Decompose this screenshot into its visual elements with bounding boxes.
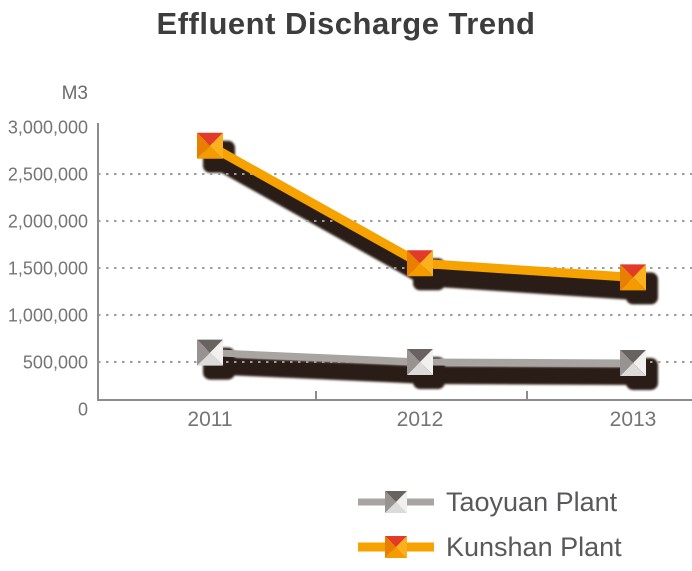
legend-label-kunshan: Kunshan Plant — [446, 531, 622, 562]
marker-facet — [407, 349, 420, 375]
gridlines — [98, 173, 692, 363]
marker-facet — [407, 349, 433, 362]
marker-facet — [197, 352, 223, 366]
data-point-marker — [620, 349, 646, 376]
marker-facet — [197, 339, 210, 366]
legend-item-taoyuan: Taoyuan Plant — [356, 484, 622, 520]
legend-marker-facet — [385, 547, 407, 558]
chart-title: Effluent Discharge Trend — [156, 6, 536, 41]
x-tick-label: 2012 — [397, 408, 444, 431]
marker-facet — [210, 339, 223, 366]
legend-marker-facet — [385, 536, 407, 547]
y-axis-unit-label: M3 — [61, 83, 88, 104]
y-tick-label: 0 — [78, 400, 88, 420]
marker-facet — [197, 145, 223, 159]
marker-facet — [620, 362, 646, 376]
x-axis-tick-labels: 2011 2012 2013 — [187, 408, 656, 431]
y-tick-label: 1,000,000 — [8, 306, 88, 326]
data-point-marker — [197, 339, 223, 366]
x-tick-label: 2011 — [187, 408, 232, 431]
legend-marker-kunshan — [358, 536, 434, 558]
x-tick-label: 2013 — [610, 408, 657, 431]
marker-facet — [420, 250, 433, 277]
marker-facet — [620, 349, 633, 376]
line-chart-canvas: 0 500,000 1,000,000 1,500,000 2,000,000 2,500… — [8, 118, 692, 431]
data-point-marker — [197, 132, 223, 159]
y-tick-label: 3,000,000 — [8, 118, 88, 138]
marker-facet — [407, 250, 420, 277]
legend-marker-facet — [385, 491, 407, 502]
marker-facet — [407, 250, 433, 264]
marker-facet — [420, 349, 433, 375]
legend-label-taoyuan: Taoyuan Plant — [446, 486, 618, 517]
marker-facet — [197, 339, 223, 353]
data-point-marker — [407, 349, 433, 375]
y-axis-tick-labels: 0 500,000 1,000,000 1,500,000 2,000,000 2,500… — [8, 118, 88, 420]
legend-marker-taoyuan — [358, 491, 434, 513]
marker-facet — [633, 349, 646, 376]
axes — [97, 123, 692, 401]
legend-marker-facet — [396, 491, 407, 513]
y-tick-label: 2,000,000 — [8, 212, 88, 232]
marker-facet — [197, 132, 223, 146]
legend-marker-facet — [385, 502, 407, 513]
chart-legend: Taoyuan Plant Kunshan Plant — [356, 484, 622, 565]
data-point-marker — [407, 250, 433, 277]
marker-facet — [620, 277, 646, 291]
legend-marker-facet — [385, 536, 396, 558]
marker-facet — [620, 264, 633, 291]
series-taoyuan-plant — [197, 339, 646, 376]
legend-marker-facet — [396, 536, 407, 558]
marker-facet — [620, 349, 646, 363]
legend-marker-facet — [385, 491, 396, 513]
legend-item-kunshan: Kunshan Plant — [356, 529, 622, 565]
data-point-marker — [620, 264, 646, 291]
marker-facet — [407, 263, 433, 277]
y-tick-label: 500,000 — [23, 353, 88, 373]
y-tick-label: 2,500,000 — [8, 165, 88, 185]
y-tick-label: 1,500,000 — [8, 259, 88, 279]
marker-facet — [633, 264, 646, 291]
marker-facet — [407, 362, 433, 375]
marker-facet — [197, 132, 210, 159]
marker-facet — [620, 264, 646, 278]
marker-facet — [210, 132, 223, 159]
series-kunshan-plant — [197, 132, 646, 291]
